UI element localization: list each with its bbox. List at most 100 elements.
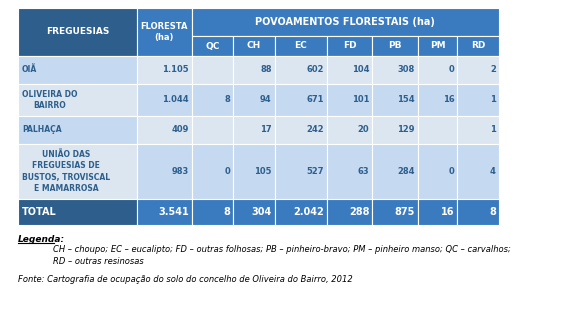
- Text: OIÃ: OIÃ: [22, 66, 37, 75]
- Text: 154: 154: [397, 95, 414, 104]
- Text: 527: 527: [306, 167, 324, 176]
- Bar: [137, 56, 192, 84]
- Text: 101: 101: [352, 95, 369, 104]
- Bar: [233, 56, 275, 84]
- Bar: [18, 56, 137, 84]
- Bar: [417, 36, 457, 56]
- Text: 875: 875: [394, 207, 414, 217]
- Bar: [18, 199, 137, 225]
- Bar: [417, 199, 457, 225]
- Text: 1.105: 1.105: [162, 66, 189, 75]
- Bar: [275, 36, 327, 56]
- Bar: [327, 116, 372, 144]
- Text: EC: EC: [295, 41, 307, 50]
- Text: 602: 602: [306, 66, 324, 75]
- Text: 3.541: 3.541: [158, 207, 189, 217]
- Text: 2: 2: [490, 66, 496, 75]
- Text: 242: 242: [306, 126, 324, 134]
- Text: 16: 16: [443, 95, 454, 104]
- Bar: [275, 56, 327, 84]
- Text: Legenda:: Legenda:: [18, 235, 65, 244]
- Text: 1.044: 1.044: [162, 95, 189, 104]
- Bar: [417, 144, 457, 199]
- Bar: [327, 144, 372, 199]
- Text: 88: 88: [260, 66, 272, 75]
- Bar: [327, 84, 372, 116]
- Bar: [192, 8, 499, 36]
- Text: TOTAL: TOTAL: [22, 207, 57, 217]
- Bar: [457, 84, 499, 116]
- Bar: [275, 116, 327, 144]
- Bar: [233, 116, 275, 144]
- Bar: [372, 36, 417, 56]
- Bar: [372, 56, 417, 84]
- Text: PB: PB: [388, 41, 402, 50]
- Text: 8: 8: [489, 207, 496, 217]
- Bar: [137, 8, 192, 56]
- Bar: [327, 36, 372, 56]
- Text: 105: 105: [254, 167, 272, 176]
- Text: FREGUESIAS: FREGUESIAS: [46, 27, 109, 36]
- Text: RD: RD: [471, 41, 485, 50]
- Text: 63: 63: [357, 167, 369, 176]
- Bar: [327, 56, 372, 84]
- Text: 671: 671: [306, 95, 324, 104]
- Text: 284: 284: [397, 167, 414, 176]
- Bar: [275, 144, 327, 199]
- Bar: [233, 199, 275, 225]
- Bar: [18, 116, 137, 144]
- Text: CH: CH: [247, 41, 261, 50]
- Text: 409: 409: [171, 126, 189, 134]
- Text: 308: 308: [397, 66, 414, 75]
- Text: QC: QC: [205, 41, 220, 50]
- Bar: [327, 199, 372, 225]
- Text: 2.042: 2.042: [294, 207, 324, 217]
- Bar: [457, 116, 499, 144]
- Text: 129: 129: [397, 126, 414, 134]
- Bar: [372, 199, 417, 225]
- Text: 104: 104: [352, 66, 369, 75]
- Bar: [137, 84, 192, 116]
- Text: POVOAMENTOS FLORESTAIS (ha): POVOAMENTOS FLORESTAIS (ha): [255, 17, 436, 27]
- Bar: [192, 56, 233, 84]
- Text: 16: 16: [441, 207, 454, 217]
- Text: PALHAÇA: PALHAÇA: [22, 126, 62, 134]
- Bar: [457, 36, 499, 56]
- Bar: [137, 199, 192, 225]
- Text: 4: 4: [490, 167, 496, 176]
- Bar: [457, 144, 499, 199]
- Text: 94: 94: [260, 95, 272, 104]
- Bar: [18, 8, 137, 56]
- Bar: [18, 84, 137, 116]
- Text: 8: 8: [224, 207, 230, 217]
- Text: 288: 288: [349, 207, 369, 217]
- Bar: [457, 56, 499, 84]
- Bar: [372, 84, 417, 116]
- Text: 8: 8: [225, 95, 230, 104]
- Text: OLIVEIRA DO
BAIRRO: OLIVEIRA DO BAIRRO: [22, 90, 77, 110]
- Bar: [192, 116, 233, 144]
- Text: 0: 0: [448, 66, 454, 75]
- Text: 20: 20: [357, 126, 369, 134]
- Bar: [275, 199, 327, 225]
- Bar: [233, 84, 275, 116]
- Bar: [18, 144, 137, 199]
- Bar: [275, 84, 327, 116]
- Bar: [372, 144, 417, 199]
- Bar: [417, 84, 457, 116]
- Bar: [417, 116, 457, 144]
- Text: 304: 304: [251, 207, 272, 217]
- Text: UNIÃO DAS
FREGUESIAS DE
BUSTOS, TROVISCAL
E MAMARROSA: UNIÃO DAS FREGUESIAS DE BUSTOS, TROVISCA…: [22, 150, 110, 193]
- Bar: [137, 144, 192, 199]
- Text: 0: 0: [448, 167, 454, 176]
- Bar: [192, 84, 233, 116]
- Text: FLORESTA
(ha): FLORESTA (ha): [140, 22, 188, 42]
- Text: 1: 1: [490, 126, 496, 134]
- Bar: [457, 199, 499, 225]
- Text: 1: 1: [490, 95, 496, 104]
- Text: FD: FD: [343, 41, 356, 50]
- Bar: [137, 116, 192, 144]
- Text: 0: 0: [225, 167, 230, 176]
- Bar: [233, 36, 275, 56]
- Bar: [192, 199, 233, 225]
